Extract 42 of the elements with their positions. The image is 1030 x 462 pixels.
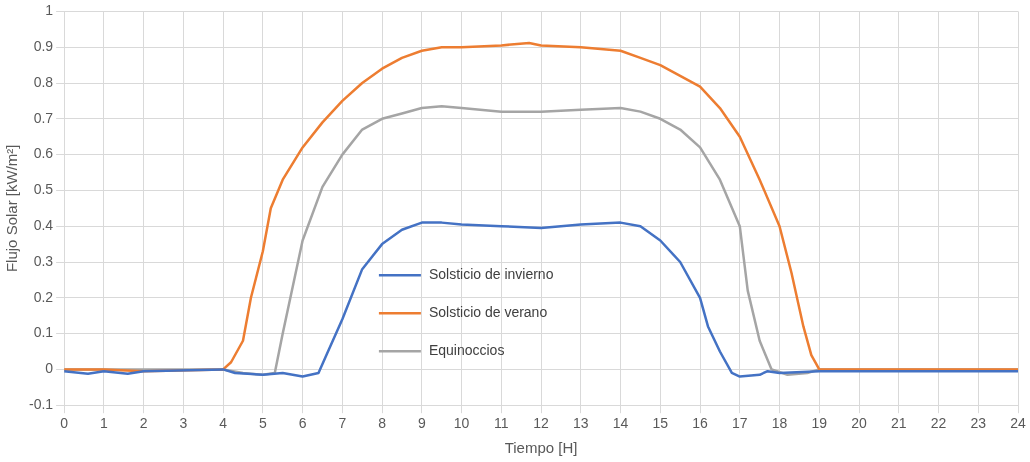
legend-label: Solsticio de verano: [428, 304, 548, 321]
x-tick-label: 0: [60, 415, 69, 432]
x-tick-label: 1: [99, 415, 108, 432]
x-tick-label: 2: [139, 415, 148, 432]
y-tick-label: -0.1: [29, 396, 54, 413]
x-tick-label: 23: [970, 415, 987, 432]
y-tick-label: 0.4: [33, 217, 54, 234]
x-tick-label: 20: [851, 415, 868, 432]
y-tick-label: 0.5: [33, 181, 54, 198]
y-tick-label: 0.6: [33, 145, 54, 162]
x-tick-label: 17: [732, 415, 748, 432]
x-tick-label: 12: [533, 415, 550, 432]
y-tick-label: 0.1: [33, 324, 54, 341]
x-tick-label: 4: [219, 415, 228, 432]
x-tick-label: 24: [1010, 415, 1026, 432]
x-tick-label: 16: [692, 415, 709, 432]
x-tick-label: 21: [890, 415, 907, 432]
y-tick-label: 1: [45, 2, 54, 19]
x-tick-label: 10: [453, 415, 470, 432]
y-tick-label: 0.2: [33, 288, 54, 305]
legend-label: Solsticio de invierno: [428, 266, 554, 283]
y-tick-label: 0.9: [33, 38, 54, 55]
x-axis-title: Tiempo [H]: [504, 439, 578, 457]
x-tick-label: 5: [258, 415, 267, 432]
x-tick-label: 3: [179, 415, 188, 432]
x-tick-label: 13: [573, 415, 589, 432]
x-tick-label: 9: [417, 415, 426, 432]
x-tick-label: 15: [652, 415, 669, 432]
y-tick-label: 0.7: [33, 109, 54, 126]
x-tick-label: 14: [612, 415, 629, 432]
x-tick-label: 19: [811, 415, 828, 432]
y-tick-label: 0.3: [33, 252, 54, 269]
legend-label: Equinoccios: [428, 342, 505, 359]
x-tick-label: 22: [930, 415, 947, 432]
x-tick-label: 7: [338, 415, 347, 432]
y-tick-label: 0: [45, 360, 54, 377]
x-tick-label: 6: [298, 415, 307, 432]
y-tick-label: 0.8: [33, 73, 54, 90]
x-tick-label: 8: [378, 415, 387, 432]
x-tick-label: 11: [494, 415, 509, 432]
x-tick-label: 18: [771, 415, 788, 432]
y-axis-title: Flujo Solar [kW/m²]: [3, 144, 21, 273]
